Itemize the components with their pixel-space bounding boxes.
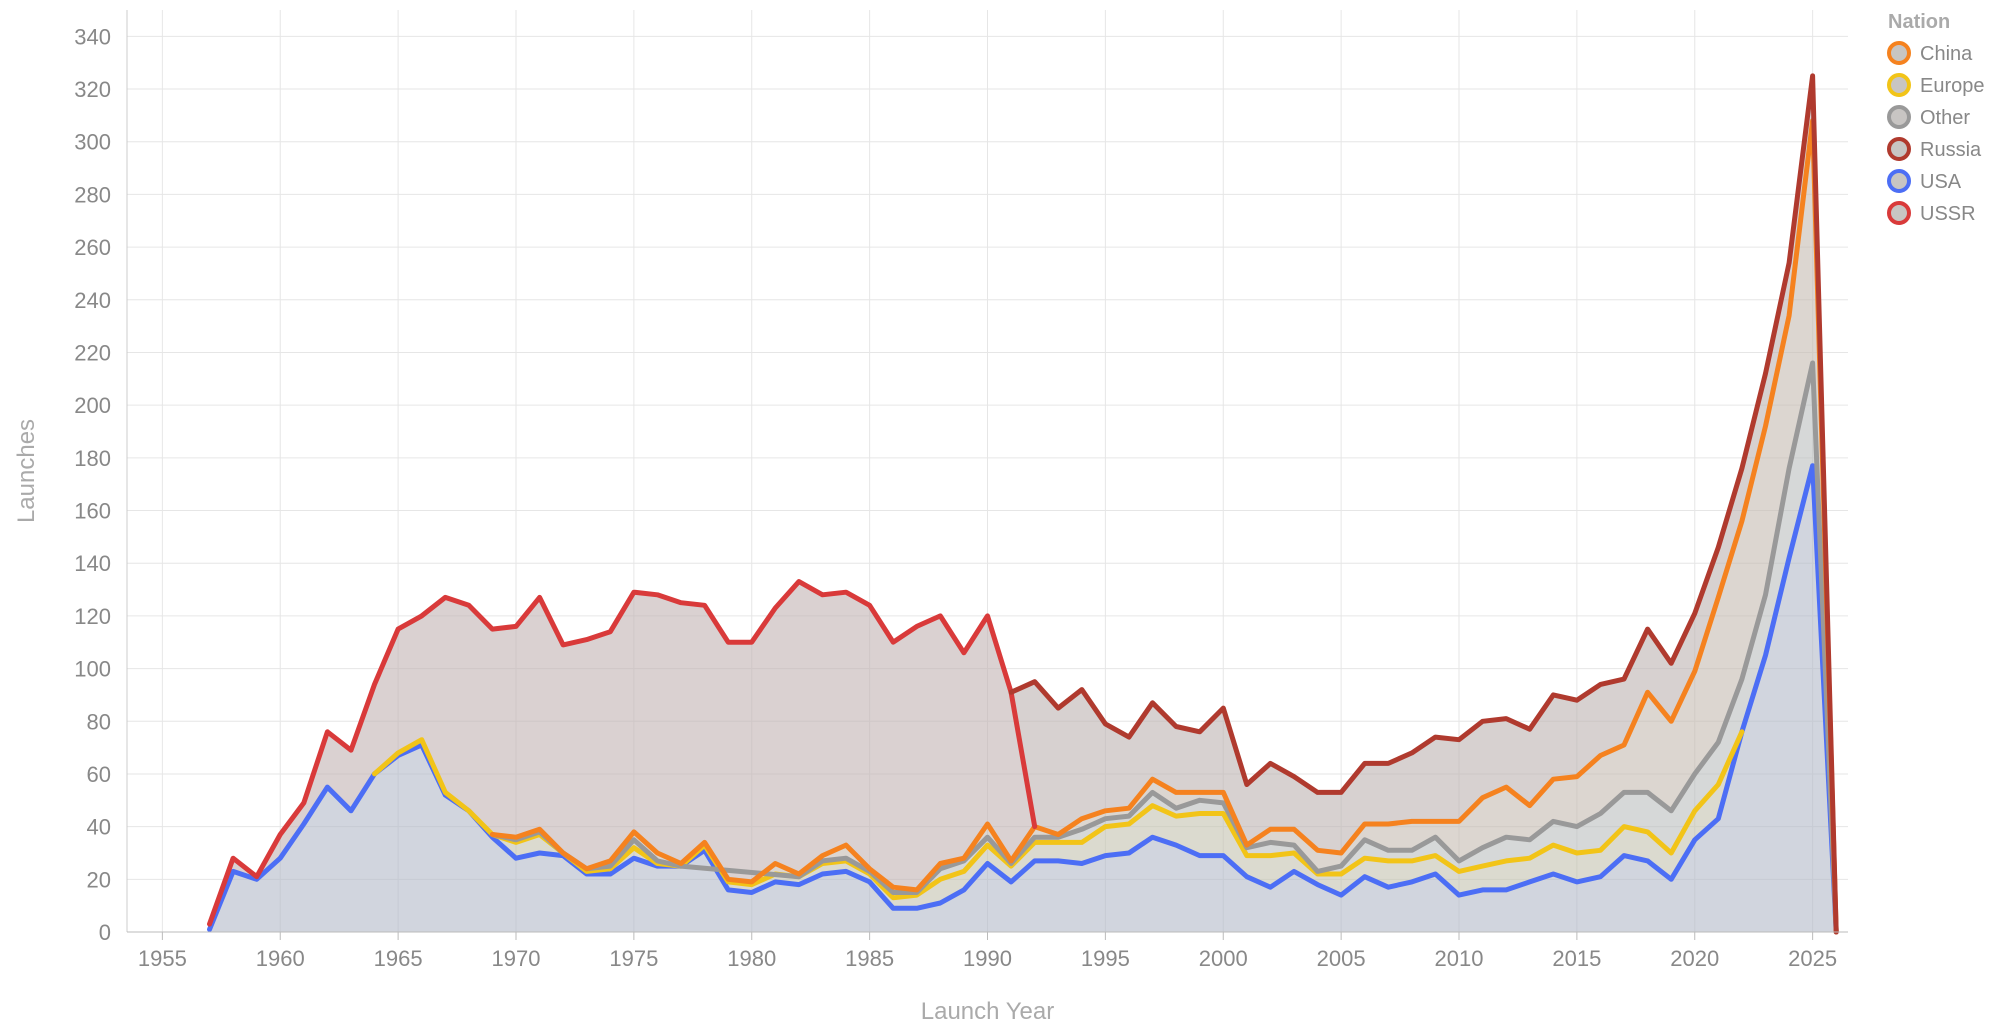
line-europe xyxy=(372,729,1745,901)
legend-label-russia: Russia xyxy=(1920,139,1982,161)
legend-swatch-russia xyxy=(1887,137,1911,161)
x-tick-label: 1975 xyxy=(609,946,658,971)
line-ussr xyxy=(207,579,1038,927)
legend-swatch-other xyxy=(1887,105,1911,129)
x-tick-label: 2020 xyxy=(1670,946,1719,971)
y-tick-label: 100 xyxy=(74,657,111,682)
y-tick-label: 300 xyxy=(74,130,111,155)
x-tick-label: 1965 xyxy=(374,946,423,971)
y-tick-label: 320 xyxy=(74,77,111,102)
x-tick-label: 2005 xyxy=(1317,946,1366,971)
y-tick-label: 140 xyxy=(74,551,111,576)
area-base-wash xyxy=(209,75,1837,932)
y-tick-label: 200 xyxy=(74,393,111,418)
x-tick-label: 2010 xyxy=(1435,946,1484,971)
y-tick-label: 80 xyxy=(87,709,111,734)
x-tick-label: 2025 xyxy=(1788,946,1837,971)
legend-swatch-ussr xyxy=(1887,201,1911,225)
y-tick-label: 160 xyxy=(74,499,111,524)
y-tick-label: 180 xyxy=(74,446,111,471)
y-tick-label: 240 xyxy=(74,288,111,313)
y-tick-label: 260 xyxy=(74,235,111,260)
legend-label-china: China xyxy=(1920,43,1973,65)
x-tick-label: 1990 xyxy=(963,946,1012,971)
legend-title: Nation xyxy=(1888,11,1950,33)
y-tick-label: 40 xyxy=(87,815,111,840)
x-tick-label: 1960 xyxy=(256,946,305,971)
legend-label-europe: Europe xyxy=(1920,75,1985,97)
x-tick-label: 1980 xyxy=(727,946,776,971)
y-tick-label: 220 xyxy=(74,340,111,365)
y-tick-label: 20 xyxy=(87,867,111,892)
line-china xyxy=(489,118,1839,935)
series-lines xyxy=(207,73,1839,935)
x-tick-label: 1955 xyxy=(138,946,187,971)
y-tick-label: 0 xyxy=(99,920,111,945)
y-tick-label: 280 xyxy=(74,182,111,207)
legend-swatch-china xyxy=(1887,41,1911,65)
legend-label-other: Other xyxy=(1920,107,1970,129)
legend-label-ussr: USSR xyxy=(1920,203,1976,225)
legend-swatch-usa xyxy=(1887,169,1911,193)
line-russia xyxy=(1008,73,1839,935)
x-tick-label: 2015 xyxy=(1552,946,1601,971)
legend-label-usa: USA xyxy=(1920,171,1962,193)
legend-swatch-europe xyxy=(1887,73,1911,97)
series-areas xyxy=(209,75,1837,933)
y-tick-label: 60 xyxy=(87,762,111,787)
x-tick-label: 1985 xyxy=(845,946,894,971)
line-other xyxy=(489,360,1839,935)
x-tick-label: 1995 xyxy=(1081,946,1130,971)
x-axis-title: Launch Year xyxy=(921,998,1054,1025)
y-axis-title: Launches xyxy=(13,419,40,523)
x-tick-label: 1970 xyxy=(492,946,541,971)
y-tick-label: 120 xyxy=(74,604,111,629)
axes: 0 20 40 60 80 100 120 140 160 180 200 220 240 260 280 3… xyxy=(74,10,1848,971)
y-tick-label: 340 xyxy=(74,24,111,49)
x-tick-label: 2000 xyxy=(1199,946,1248,971)
legend: Nation China Europe Other Russia USA USSR xyxy=(1887,11,1985,225)
